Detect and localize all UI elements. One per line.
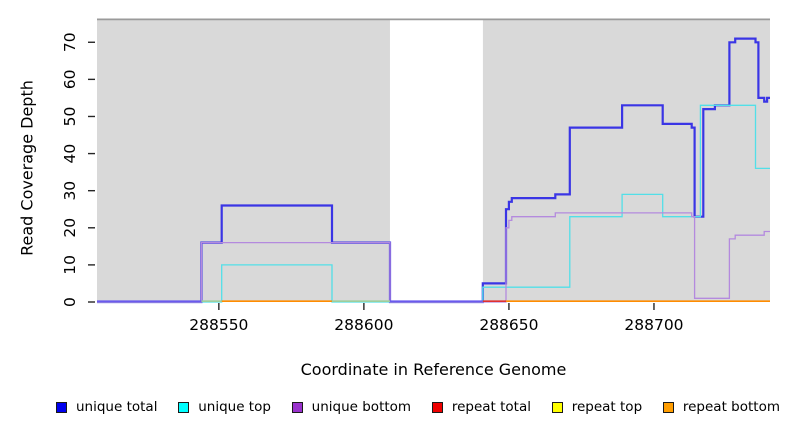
chart-canvas: 288550 288600 288650 288700 0 10 20 30 40 50 60 70 bbox=[61, 18, 770, 334]
legend-swatch bbox=[56, 401, 67, 413]
legend-swatch bbox=[178, 401, 190, 413]
y-tick-label: 70 bbox=[61, 32, 79, 52]
y-tick-label: 60 bbox=[61, 70, 79, 90]
legend-label: repeat bottom bbox=[682, 399, 780, 415]
legend-item-unique-top: unique top bbox=[178, 399, 271, 415]
series-unique-bottom bbox=[97, 212, 770, 303]
covered-region bbox=[482, 20, 770, 302]
covered-region bbox=[97, 20, 390, 302]
legend-label: repeat top bbox=[571, 399, 643, 415]
legend-item-repeat-total: repeat total bbox=[431, 399, 531, 415]
series-unique-top bbox=[97, 104, 770, 303]
x-tick-label: 288600 bbox=[334, 316, 393, 334]
y-tick-label: 10 bbox=[61, 255, 79, 275]
legend-item-unique-total: unique total bbox=[56, 399, 157, 415]
y-tick-label: 20 bbox=[61, 218, 79, 238]
coverage-gap-region bbox=[389, 20, 483, 302]
legend-label: unique total bbox=[76, 399, 158, 415]
legend: unique total unique top unique bottom repea… bbox=[0, 399, 792, 415]
legend-item-repeat-bottom: repeat bottom bbox=[662, 399, 780, 415]
x-tick-label: 288550 bbox=[189, 316, 248, 334]
x-tick-label: 288700 bbox=[624, 316, 683, 334]
x-tick-label: 288650 bbox=[479, 316, 538, 334]
legend-swatch bbox=[291, 401, 303, 413]
legend-label: unique bottom bbox=[311, 399, 412, 415]
y-tick-label: 30 bbox=[61, 181, 79, 201]
y-tick-label: 40 bbox=[61, 144, 79, 164]
legend-swatch bbox=[431, 401, 443, 413]
legend-label: unique top bbox=[198, 399, 271, 415]
legend-item-repeat-top: repeat top bbox=[551, 399, 643, 415]
legend-swatch bbox=[662, 401, 674, 413]
legend-label: repeat total bbox=[451, 399, 531, 415]
y-tick-label: 50 bbox=[61, 107, 79, 127]
x-axis-title: Coordinate in Reference Genome bbox=[300, 360, 567, 379]
legend-item-unique-bottom: unique bottom bbox=[291, 399, 412, 415]
y-tick-label: 0 bbox=[61, 297, 79, 307]
legend-swatch bbox=[551, 401, 563, 413]
